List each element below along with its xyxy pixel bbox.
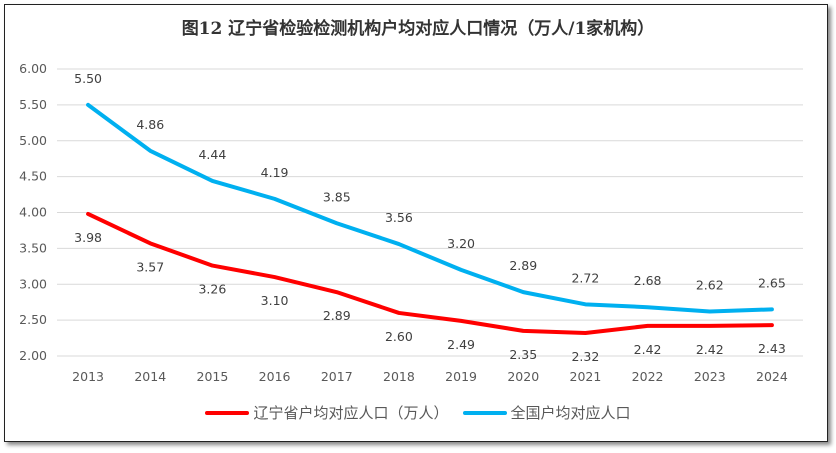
y-tick-label: 5.00 [19,133,47,148]
data-label: 2.42 [696,342,724,357]
x-tick-label: 2024 [756,369,788,384]
data-label: 3.57 [136,259,164,274]
x-tick-label: 2021 [570,369,602,384]
data-label: 4.19 [261,165,289,180]
data-label: 3.20 [447,236,475,251]
legend-swatch [205,410,250,415]
data-label: 2.32 [571,349,599,364]
y-tick-label: 6.00 [19,61,47,76]
x-tick-label: 2016 [259,369,291,384]
data-label: 4.86 [136,117,164,132]
data-label: 3.10 [261,293,289,308]
x-tick-label: 2015 [197,369,229,384]
y-tick-label: 4.50 [19,169,47,184]
data-label: 2.35 [509,347,537,362]
data-label: 2.43 [758,341,786,356]
legend-item: 全国户均对应人口 [462,402,631,423]
legend: 辽宁省户均对应人口（万人） 全国户均对应人口 [0,402,836,423]
x-tick-label: 2022 [632,369,664,384]
legend-item: 辽宁省户均对应人口（万人） [205,402,449,423]
y-tick-label: 2.00 [19,348,47,363]
legend-swatch [462,410,507,415]
data-label: 2.65 [758,275,786,290]
data-label: 5.50 [74,71,102,86]
data-label: 2.60 [385,329,413,344]
legend-label: 全国户均对应人口 [510,404,631,422]
data-label: 2.89 [323,308,351,323]
chart-frame [4,4,828,442]
x-tick-label: 2013 [72,369,104,384]
data-label: 3.98 [74,230,102,245]
data-label: 3.85 [323,189,351,204]
data-label: 2.49 [447,337,475,352]
data-label: 2.62 [696,278,724,293]
data-label: 2.89 [509,258,537,273]
x-tick-label: 2014 [134,369,166,384]
data-label: 2.68 [634,273,662,288]
y-tick-label: 5.50 [19,97,47,112]
data-label: 3.26 [198,282,226,297]
y-tick-label: 3.50 [19,240,47,255]
data-label: 3.56 [385,210,413,225]
legend-label: 辽宁省户均对应人口（万人） [253,404,449,422]
series-line-1 [86,211,774,336]
y-tick-label: 3.00 [19,276,47,291]
x-tick-label: 2017 [321,369,353,384]
data-label: 4.44 [198,147,226,162]
x-tick-label: 2020 [507,369,539,384]
chart-title: 图12 辽宁省检验检测机构户均对应人口情况（万人/1家机构） [181,19,655,39]
x-tick-label: 2023 [694,369,726,384]
x-tick-label: 2019 [445,369,477,384]
data-label: 2.72 [571,270,599,285]
x-tick-label: 2018 [383,369,415,384]
y-tick-label: 2.50 [19,312,47,327]
y-tick-label: 4.00 [19,205,47,220]
series-line-2 [86,102,774,314]
data-label: 2.42 [634,342,662,357]
